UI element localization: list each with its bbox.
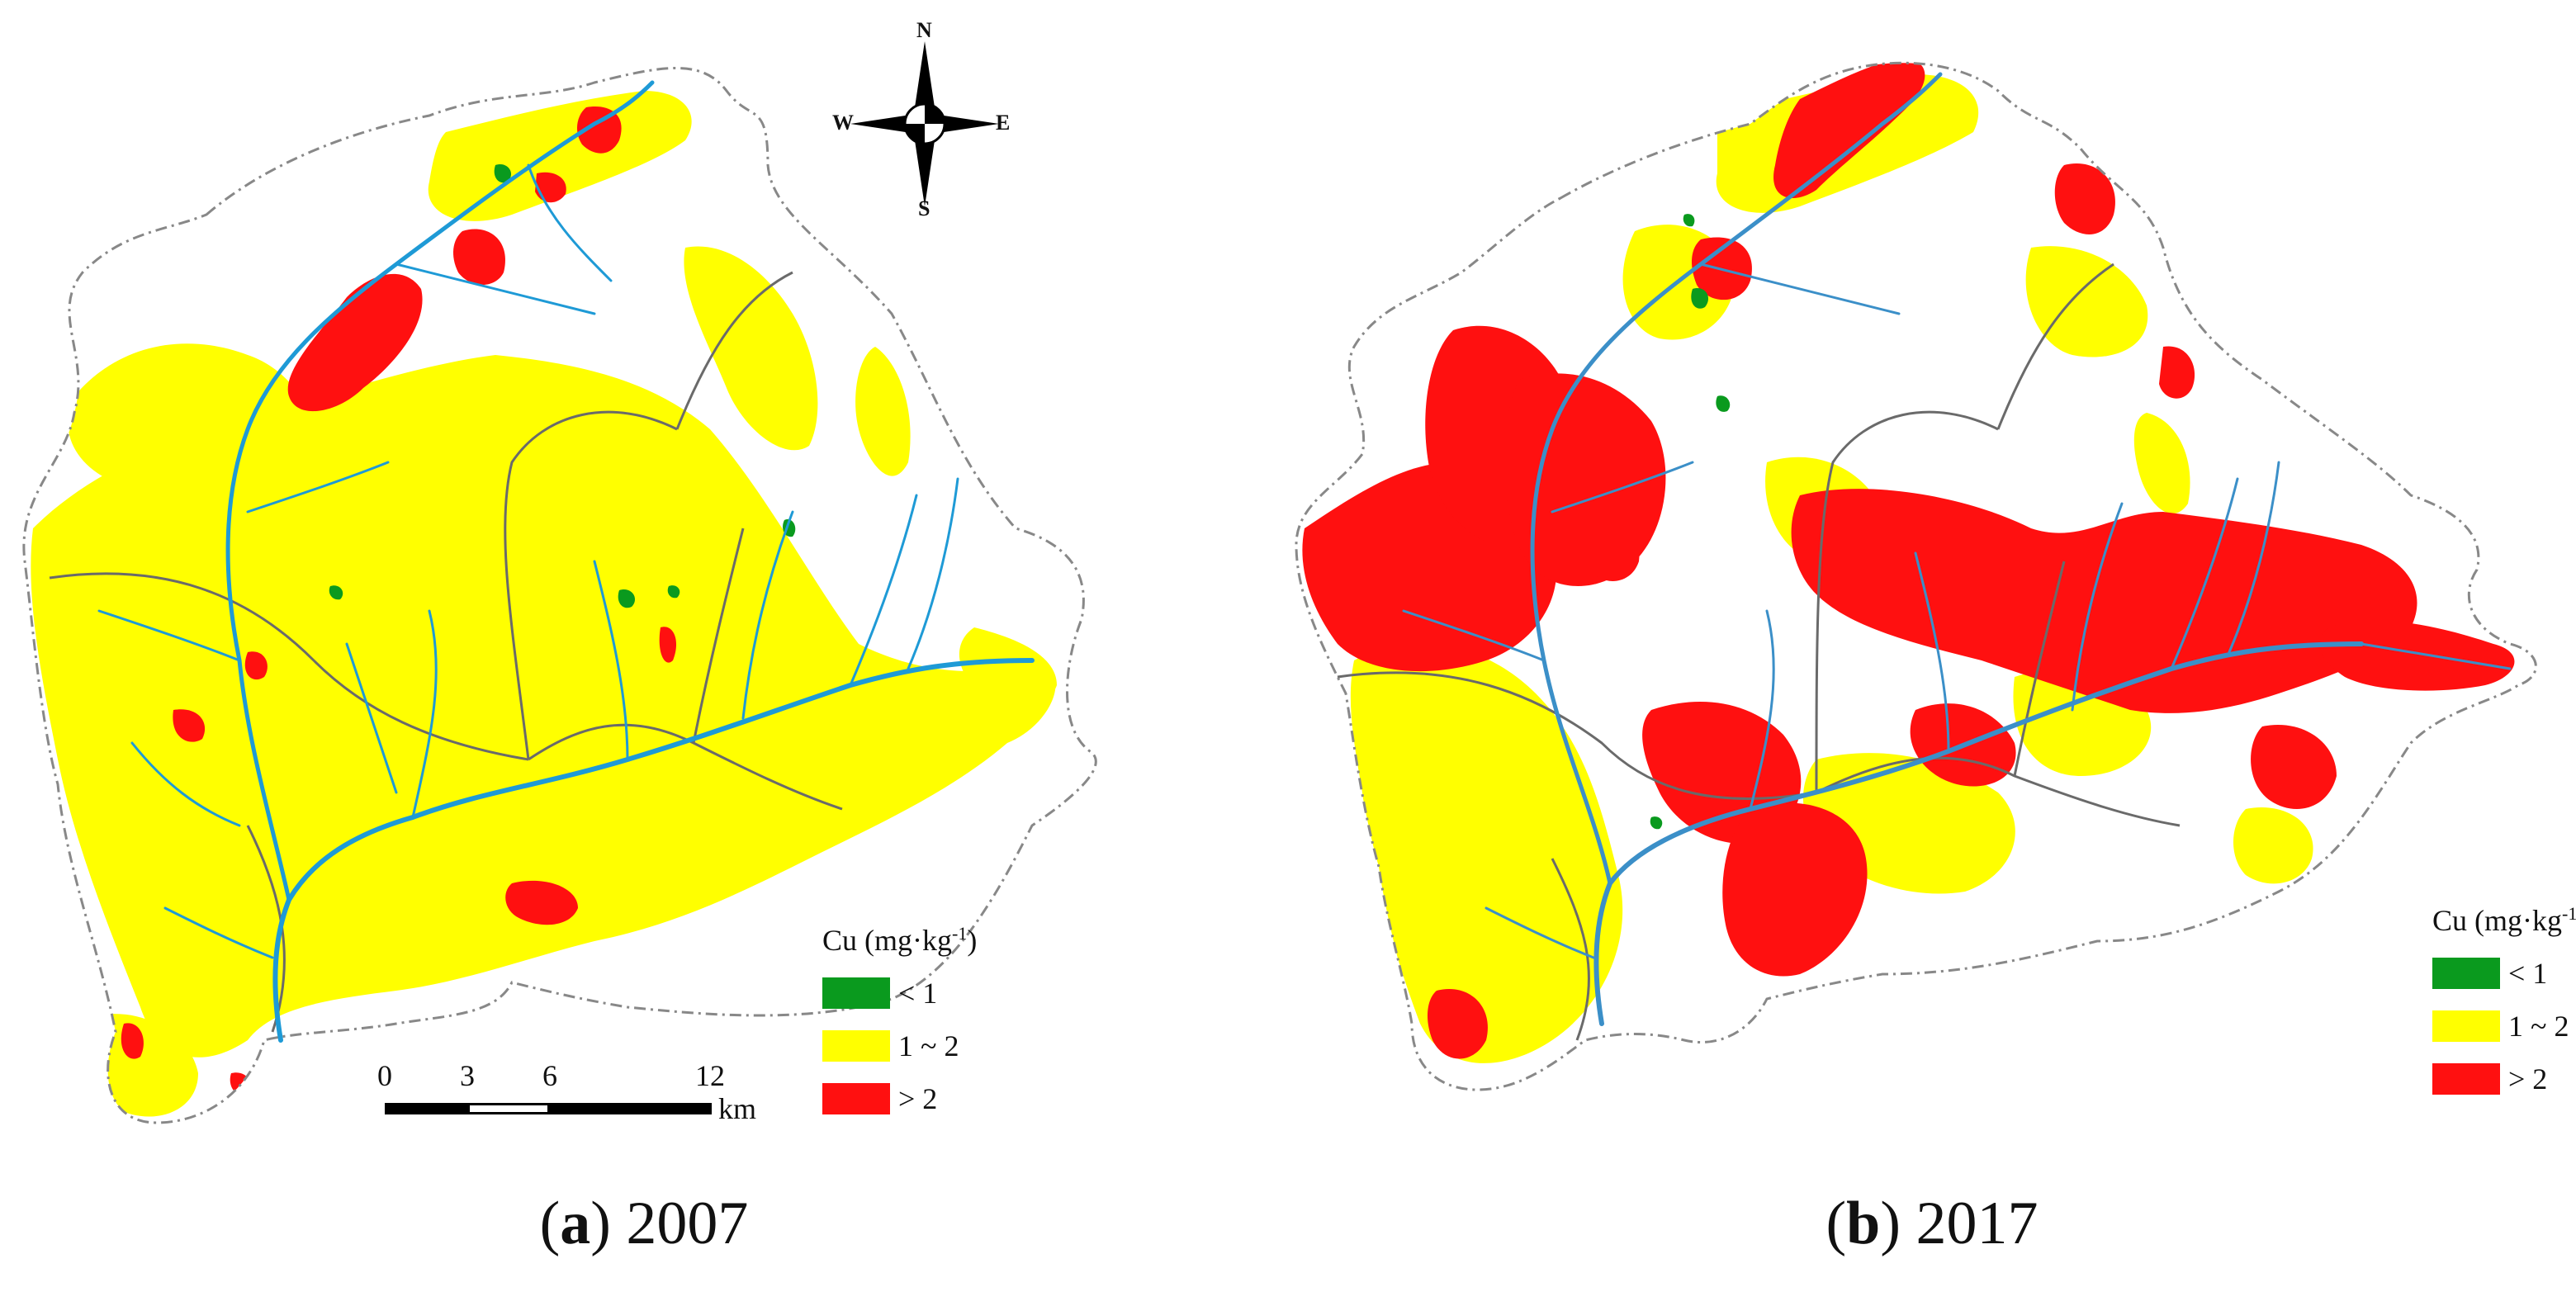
classified-area-2007 [23, 68, 1096, 1123]
legend-title: Cu (mg·kg-1) [2432, 903, 2576, 937]
caption-a: (a) 2007 [539, 1190, 749, 1257]
compass-s-label: S [918, 196, 930, 220]
scale-tick-6: 6 [542, 1059, 557, 1092]
scale-bar: 0 3 6 12 km [377, 1058, 809, 1157]
legend-label-low: < 1 [2508, 957, 2548, 990]
scale-tick-12: 12 [695, 1059, 725, 1092]
cu-map-2017 [1295, 61, 2537, 1091]
legend-label-mid: 1 ~ 2 [898, 1029, 959, 1062]
legend-title: Cu (mg·kg-1) [822, 923, 978, 957]
compass-w-label: W [832, 111, 854, 135]
scale-tick-3: 3 [460, 1059, 475, 1092]
river-network-2017 [1402, 72, 2512, 1026]
compass-e-label: E [996, 111, 1011, 135]
scale-unit: km [718, 1092, 757, 1125]
legend-swatch-high [822, 1083, 890, 1114]
subbasin-boundaries-2017 [1337, 263, 2181, 1041]
legend-label-high: > 2 [2508, 1062, 2548, 1095]
legend-swatch-low [2432, 958, 2500, 989]
legend-item-low: < 1 [2432, 956, 2576, 991]
river-network-2007 [97, 80, 1035, 1043]
legend-label-low: < 1 [898, 977, 938, 1010]
cu-map-2007 [22, 67, 1097, 1124]
legend-item-low: < 1 [822, 976, 977, 1010]
scale-segment-2 [467, 1103, 550, 1114]
legend-item-high: > 2 [2432, 1062, 2576, 1096]
legend-item-mid: 1 ~ 2 [822, 1029, 977, 1063]
scale-segment-3 [550, 1103, 712, 1114]
legend-2007: Cu (mg·kg-1) < 1 1 ~ 2 > 2 [822, 923, 977, 1116]
legend-swatch-mid [2432, 1010, 2500, 1042]
map-panel-2007: N S W E Cu (mg·kg-1) < 1 1 ~ 2 > 2 0 3 6… [22, 18, 1097, 1257]
legend-2017: Cu (mg·kg-1) < 1 1 ~ 2 > 2 [2432, 903, 2576, 1096]
classified-area-2017 [1296, 63, 2536, 1090]
map-panel-2017: Cu (mg·kg-1) < 1 1 ~ 2 > 2 (b) 2017 [1288, 0, 2576, 1306]
legend-swatch-mid [822, 1030, 890, 1062]
legend-item-high: > 2 [822, 1081, 977, 1116]
legend-label-high: > 2 [898, 1082, 938, 1115]
compass-rose-icon [850, 41, 999, 206]
north-arrow-compass: N S W E [832, 18, 1016, 223]
legend-swatch-low [822, 977, 890, 1009]
legend-item-mid: 1 ~ 2 [2432, 1009, 2576, 1043]
caption-b: (b) 2017 [1825, 1190, 2039, 1257]
legend-label-mid: 1 ~ 2 [2508, 1010, 2569, 1043]
compass-n-label: N [916, 18, 932, 42]
legend-swatch-high [2432, 1063, 2500, 1095]
scale-segment-1 [385, 1103, 467, 1114]
scale-tick-0: 0 [377, 1059, 392, 1092]
